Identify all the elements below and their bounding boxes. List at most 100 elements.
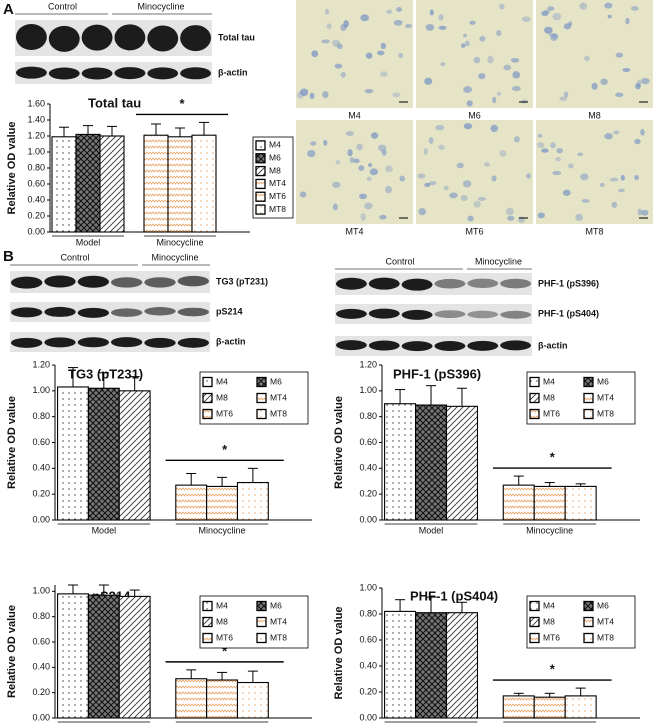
y-tick-label: 0.60 <box>359 634 377 644</box>
cell <box>591 82 598 90</box>
y-tick-label: 0.20 <box>359 489 377 499</box>
blot-band <box>114 67 146 80</box>
legend-swatch <box>255 140 266 151</box>
cell <box>581 199 590 203</box>
bar <box>236 681 269 719</box>
cell <box>386 9 393 14</box>
legend-label: MT8 <box>270 632 287 642</box>
cell <box>600 78 608 86</box>
cell <box>477 196 486 201</box>
legend-label: M4 <box>543 600 555 610</box>
y-tick-label: 0.40 <box>359 660 377 670</box>
cell <box>462 180 472 188</box>
legend-box <box>526 595 636 649</box>
legend-label: M8 <box>216 616 228 626</box>
y-tick-label: 0.00 <box>27 226 45 236</box>
error-bar <box>513 475 524 486</box>
cell <box>640 77 650 85</box>
x-group-label: Model <box>92 723 117 725</box>
blot-band <box>10 337 43 348</box>
cell <box>310 141 317 146</box>
legend-label: M4 <box>269 140 281 150</box>
bar <box>118 595 151 719</box>
cell <box>604 2 613 9</box>
y-tick-label: 1.00 <box>32 586 50 596</box>
cell <box>381 149 387 156</box>
blot-band <box>111 277 143 288</box>
error-bar <box>247 467 258 483</box>
cell <box>511 85 521 92</box>
blot-band <box>144 337 176 348</box>
legend-label: M4 <box>216 600 228 610</box>
chart-title: PHF-1 (pS404) <box>410 588 498 603</box>
cell <box>478 73 486 80</box>
legend-label: M4 <box>216 376 228 386</box>
y-tick-label: 0.20 <box>32 489 50 499</box>
cell <box>364 202 373 210</box>
micrograph-label: M8 <box>588 110 601 120</box>
cell <box>456 162 464 169</box>
cell <box>360 213 366 221</box>
micrograph-label: M6 <box>468 110 481 120</box>
cell <box>429 9 434 16</box>
blot-band <box>144 277 176 288</box>
y-tick-label: 0.00 <box>32 712 50 722</box>
bar <box>191 134 217 233</box>
significance-mark: * <box>222 442 228 457</box>
y-tick-label: 0.00 <box>359 514 377 524</box>
blot-band <box>111 308 143 317</box>
cell <box>555 156 561 162</box>
cell <box>613 130 620 135</box>
bar <box>75 133 101 233</box>
y-tick-label: 1.20 <box>27 130 45 140</box>
cell <box>640 129 645 136</box>
blot-band <box>10 276 43 289</box>
blot-band <box>177 307 209 317</box>
bar <box>533 696 566 719</box>
cell <box>377 50 385 56</box>
cell <box>611 201 618 208</box>
cell <box>347 149 353 157</box>
error-bar <box>217 671 228 680</box>
cell <box>544 9 551 15</box>
blot-band <box>147 67 179 80</box>
x-group-label: Minocycline <box>526 723 573 725</box>
micrograph-label: MT8 <box>586 226 604 236</box>
blot-band <box>81 67 113 80</box>
blot-band <box>434 310 466 318</box>
cell <box>492 96 497 104</box>
blot-band <box>48 25 80 52</box>
cell <box>618 188 626 193</box>
bar <box>87 387 120 521</box>
error-bar <box>107 125 117 136</box>
cell <box>369 168 379 176</box>
legend-label: MT4 <box>270 616 287 626</box>
chart-title: TG3 (pT231) <box>68 366 143 381</box>
blot-band <box>434 278 466 289</box>
cell <box>579 2 588 10</box>
cell <box>332 181 341 188</box>
legend-swatch <box>256 376 267 388</box>
x-group-label: Minocycline <box>199 723 246 725</box>
cell <box>609 177 619 182</box>
legend-swatch <box>529 600 540 612</box>
cell <box>326 23 332 30</box>
y-tick-label: 0.60 <box>32 636 50 646</box>
legend-swatch <box>583 632 594 644</box>
cell <box>541 10 549 17</box>
bar <box>143 134 169 233</box>
error-bar <box>544 482 555 487</box>
legend-swatch <box>529 632 540 644</box>
x-group-label: Model <box>419 723 444 725</box>
cell <box>620 174 625 181</box>
cell <box>424 182 431 188</box>
error-bar <box>426 596 437 613</box>
bar <box>87 594 120 719</box>
error-bar <box>575 687 586 696</box>
cell <box>607 14 612 19</box>
legend-swatch <box>529 376 540 388</box>
cell <box>547 6 555 11</box>
cell <box>625 17 630 25</box>
y-tick-label: 1.00 <box>27 146 45 156</box>
cell <box>364 89 374 94</box>
